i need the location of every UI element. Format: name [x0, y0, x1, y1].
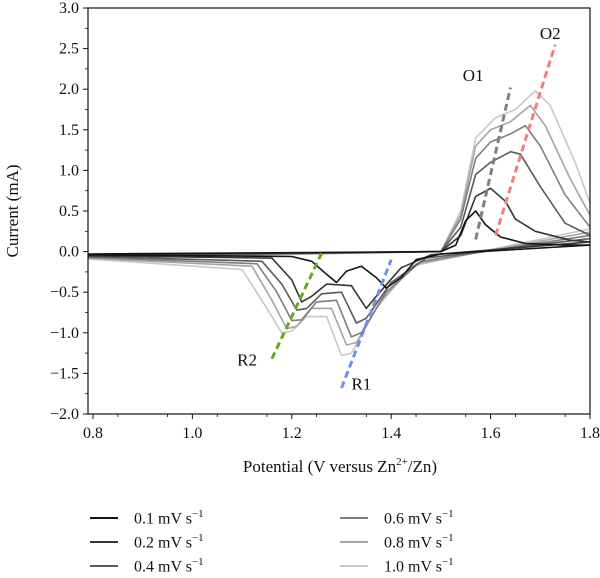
series-line-reduction: [87, 228, 591, 357]
series-line-oxidation: [87, 124, 591, 258]
series-line-oxidation: [87, 187, 591, 256]
guide-line: [340, 259, 393, 389]
y-tick-label: −1.0: [50, 325, 79, 342]
x-tick-label: 1.0: [182, 425, 202, 442]
series-line-reduction: [87, 237, 591, 324]
legend-label: 0.4 mV s−1: [134, 555, 204, 576]
legend-label: 0.8 mV s−1: [384, 531, 454, 552]
legend: 0.1 mV s−1 0.2 mV s−1 0.4 mV s−1 0.6 mV …: [0, 500, 600, 578]
y-tick-label: 2.5: [59, 41, 79, 58]
y-tick-label: 0.0: [59, 244, 79, 261]
series-line-reduction: [87, 241, 591, 310]
guide-label: R2: [237, 350, 257, 369]
guide-line: [270, 252, 323, 360]
x-tick-label: 1.8: [580, 425, 600, 442]
legend-item: 0.2 mV s−1: [90, 531, 204, 553]
y-tick-label: 1.0: [59, 162, 79, 179]
guide-label: O1: [463, 66, 484, 85]
y-tick-label: −0.5: [50, 284, 79, 301]
y-axis-label: Current (mA): [3, 164, 22, 257]
legend-swatch: [90, 565, 118, 567]
x-tick-label: 0.8: [83, 425, 103, 442]
cv-chart: 0.8 1.0 1.2 1.4 1.6 1.8 −2.0 −1.5 −1.0 −0.5 0.0 0.5…: [3, 0, 600, 476]
series-line-oxidation: [87, 104, 591, 259]
y-tick-label: −1.5: [50, 365, 79, 382]
legend-item: 1.0 mV s−1: [340, 555, 454, 577]
legend-item: 0.6 mV s−1: [340, 507, 454, 529]
legend-label: 0.6 mV s−1: [384, 507, 454, 528]
y-tick-label: 3.0: [59, 0, 79, 17]
legend-swatch: [90, 541, 118, 543]
y-tick-label: 1.5: [59, 122, 79, 139]
legend-swatch: [340, 565, 368, 567]
legend-label: 0.2 mV s−1: [134, 531, 204, 552]
x-tick-label: 1.4: [381, 425, 401, 442]
guide-label: O2: [540, 24, 561, 43]
y-tick-label: 2.0: [59, 81, 79, 98]
legend-swatch: [90, 517, 118, 519]
guide-line: [494, 44, 557, 236]
x-tick-label: 1.6: [481, 425, 501, 442]
y-tick-label: 0.5: [59, 203, 79, 220]
y-tick-label: −2.0: [50, 406, 79, 423]
legend-item: 0.8 mV s−1: [340, 531, 454, 553]
legend-item: 0.1 mV s−1: [90, 507, 204, 529]
guide-line: [474, 87, 512, 240]
legend-label: 0.1 mV s−1: [134, 507, 204, 528]
series-line-oxidation: [87, 90, 591, 259]
plot-frame: [87, 7, 591, 415]
legend-item: 0.4 mV s−1: [90, 555, 204, 577]
series-line-reduction: [87, 234, 591, 338]
x-tick-label: 1.2: [282, 425, 302, 442]
series-line-oxidation: [87, 150, 591, 257]
series-line-reduction: [87, 244, 591, 289]
legend-label: 1.0 mV s−1: [384, 555, 454, 576]
legend-swatch: [340, 541, 368, 543]
series-line-reduction: [87, 231, 591, 346]
x-axis-label: Potential (V versus Zn2+/Zn): [243, 456, 437, 476]
legend-swatch: [340, 517, 368, 519]
guide-label: R1: [351, 375, 371, 394]
